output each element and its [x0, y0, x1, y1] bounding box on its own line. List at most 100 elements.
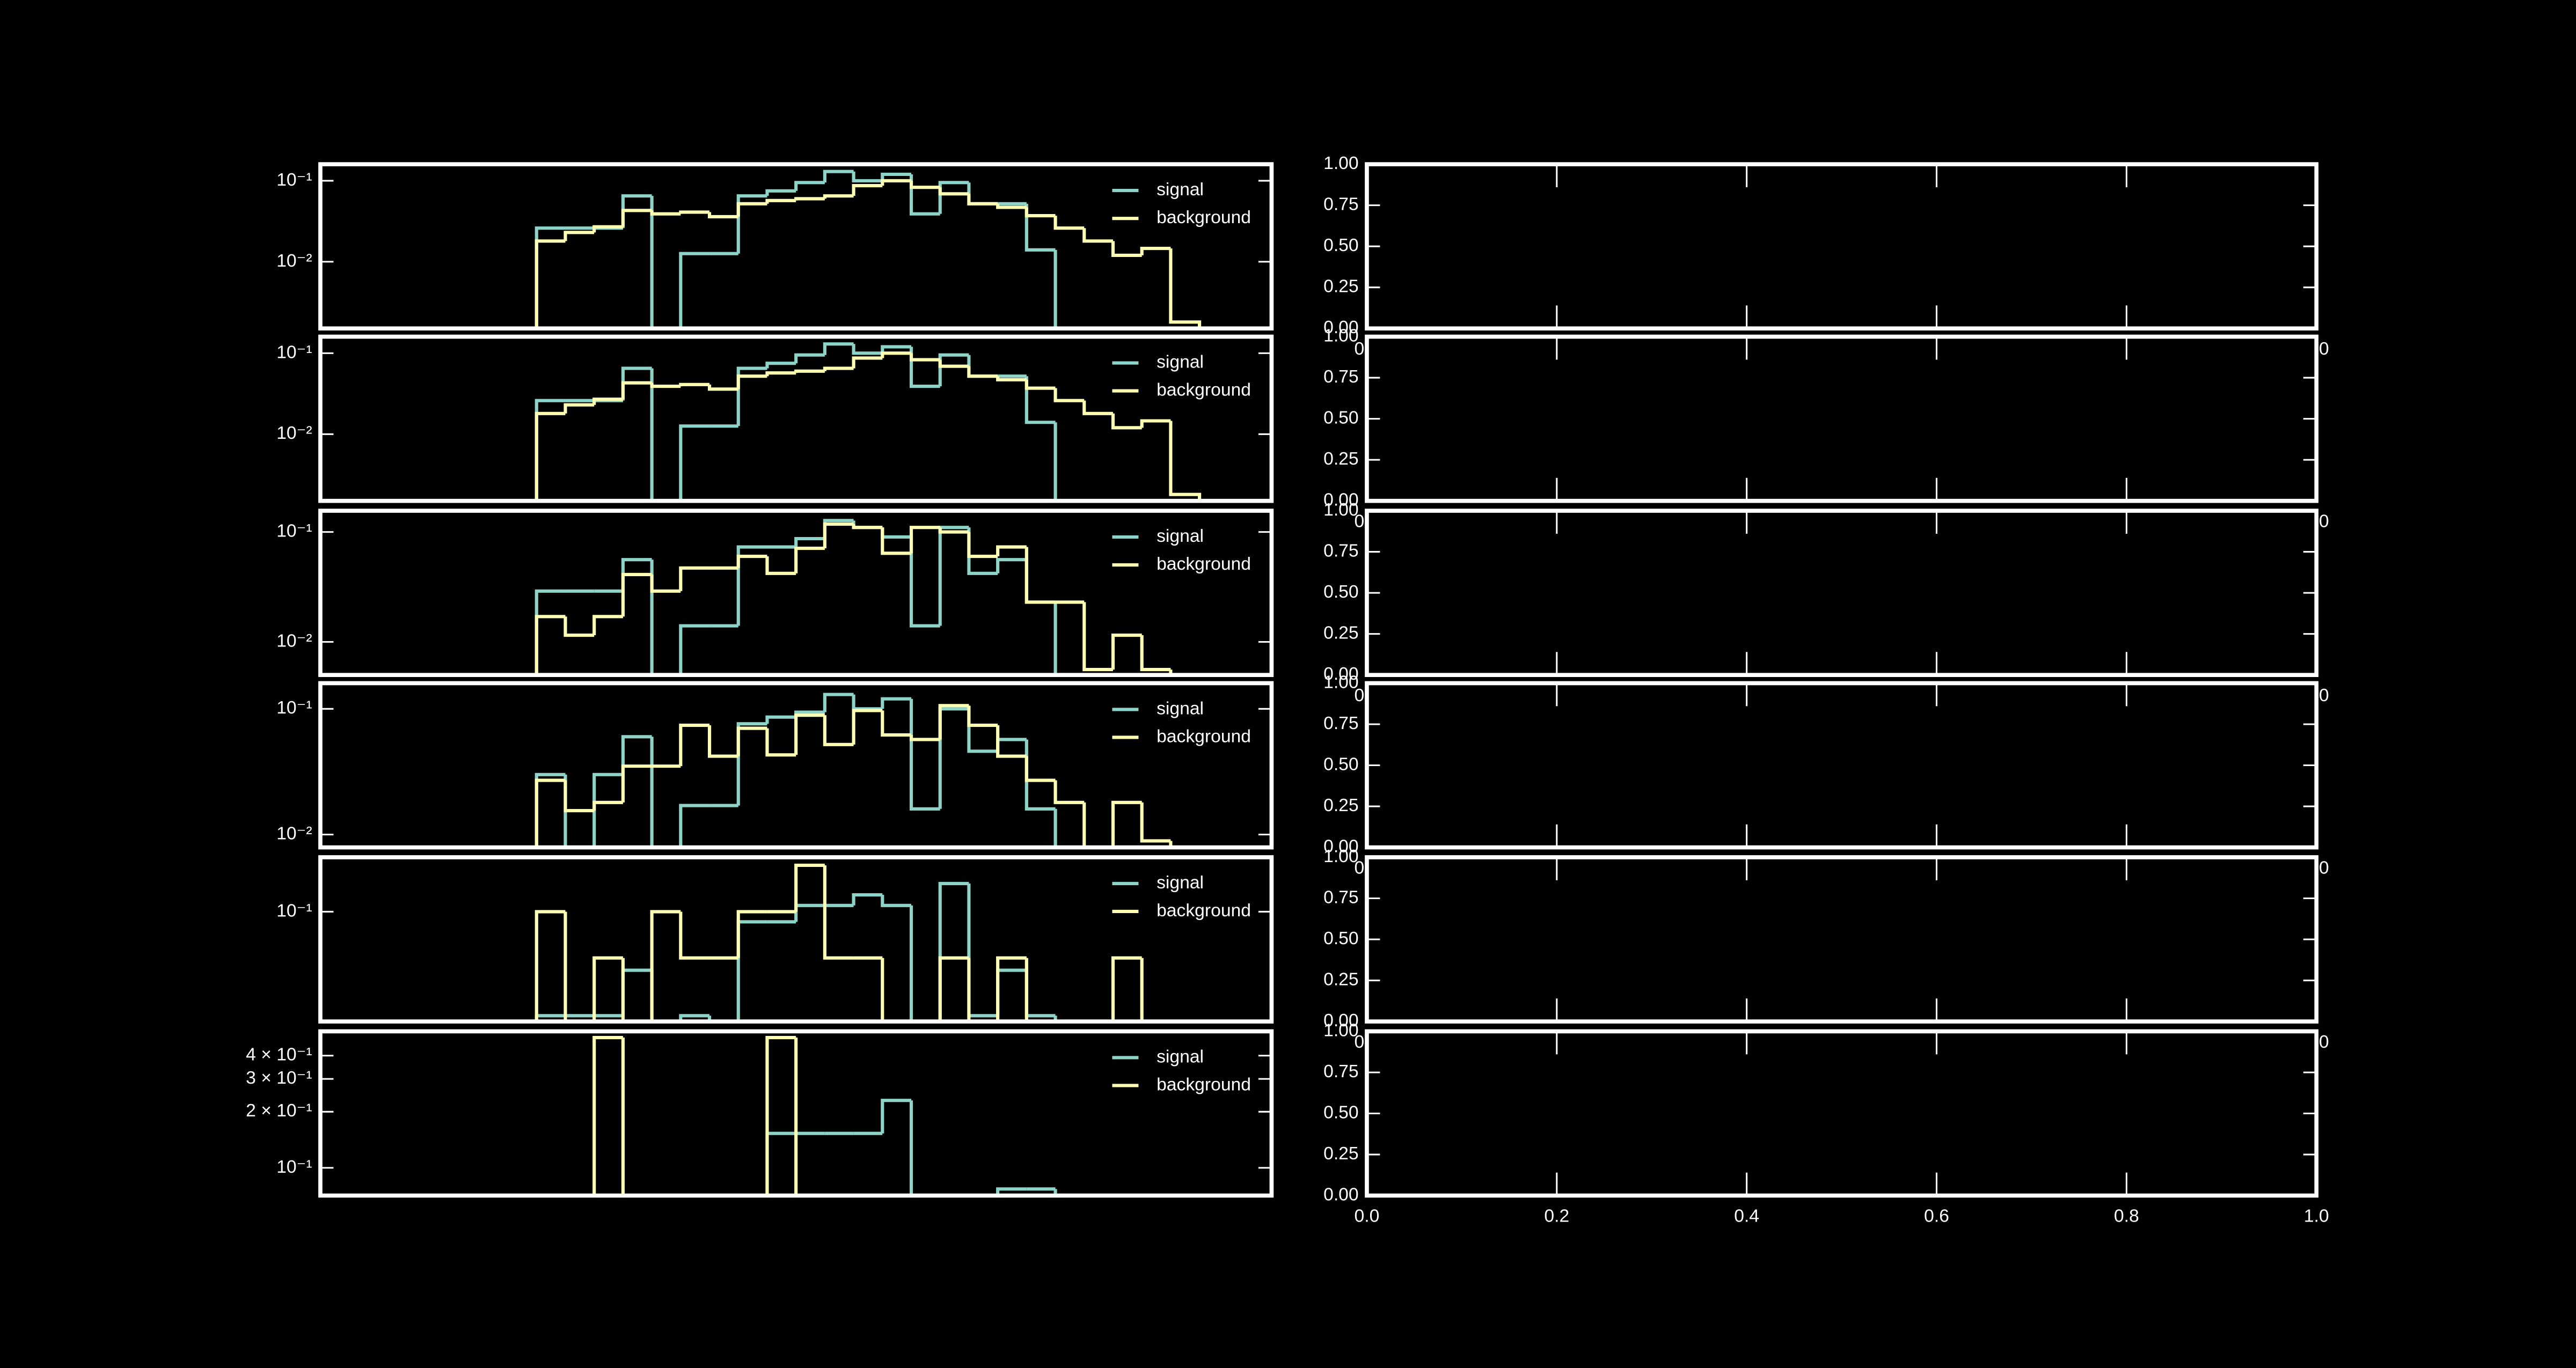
histogram-step [852, 356, 883, 369]
histogram-step [765, 715, 796, 724]
y-tick-label: 0.25 [1323, 449, 1359, 469]
histogram-step [852, 709, 883, 745]
histogram-step [765, 1035, 796, 1196]
axes-background [320, 683, 1272, 848]
histogram-step [621, 764, 652, 803]
histogram-step [881, 345, 912, 354]
histogram-step [679, 424, 710, 501]
histogram-step [794, 353, 825, 364]
y-tick-label: 1.00 [1323, 672, 1359, 692]
y-tick-label: 4 × 10⁻¹ [246, 1045, 312, 1065]
histogram-step [967, 705, 998, 727]
y-tick-label: 10⁻² [276, 823, 312, 843]
y-tick-label: 10⁻¹ [276, 698, 312, 718]
axes-frame [1365, 681, 2319, 850]
axes-frame [318, 334, 1274, 503]
histogram-step [852, 171, 883, 182]
histogram-step [679, 804, 710, 848]
histogram-step [909, 536, 940, 628]
histogram-step [679, 911, 710, 960]
histogram-step [621, 735, 652, 775]
histogram-step [765, 198, 796, 204]
histogram-step [967, 366, 998, 378]
y-tick-label: 0.50 [1323, 582, 1359, 602]
y-tick-label: 2 × 10⁻¹ [246, 1101, 312, 1121]
histogram-step [823, 693, 854, 712]
x-tick-label: 0.8 [2114, 1206, 2139, 1226]
y-tick-label: 0.75 [1323, 195, 1359, 215]
histogram-step [535, 910, 566, 1022]
histogram-step [1024, 203, 1056, 252]
x-tick-label: 1.0 [2304, 1206, 2329, 1226]
x-tick-label: 0.0 [1355, 1206, 1380, 1226]
axes-background [1366, 164, 2317, 329]
axes-background [1366, 683, 2317, 848]
axes-background [1366, 511, 2317, 675]
y-tick-label: 1.00 [1323, 153, 1359, 173]
y-tick-label: 0.00 [1323, 664, 1359, 684]
histogram-step [1140, 247, 1171, 255]
histogram-step [909, 180, 940, 189]
histogram-step [996, 956, 1027, 1022]
histogram-step [852, 893, 883, 906]
histogram-step [592, 1035, 623, 1196]
axes-frame [318, 509, 1274, 677]
y-tick-label: 0.75 [1323, 1062, 1359, 1082]
histogram-step [938, 704, 969, 740]
histogram-step [1024, 376, 1056, 424]
legend-label: background [1157, 554, 1251, 574]
histogram-step [535, 778, 566, 848]
histogram-step [564, 403, 595, 414]
y-tick-label: 10⁻² [276, 631, 312, 651]
histogram-step [1140, 802, 1171, 843]
histogram-step [650, 574, 681, 593]
histogram-step [881, 527, 912, 555]
histogram-step [881, 895, 912, 907]
y-tick-label: 10⁻² [276, 251, 312, 271]
histogram-step [1053, 388, 1085, 402]
y-tick-label: 0.50 [1323, 929, 1359, 948]
y-tick-label: 3 × 10⁻¹ [246, 1068, 312, 1088]
histogram-step [996, 558, 1027, 573]
histogram-step [938, 181, 969, 214]
y-tick-label: 0.75 [1323, 367, 1359, 387]
histogram-step [938, 527, 969, 534]
histogram-step [535, 239, 566, 329]
histogram-step [679, 723, 710, 767]
histogram-step [909, 353, 940, 362]
axes-frame [318, 855, 1274, 1024]
axes-background [1366, 857, 2317, 1022]
histogram-step [1053, 780, 1085, 804]
histogram-step [736, 374, 767, 389]
histogram-step [1082, 228, 1113, 243]
histogram-step [794, 369, 825, 373]
y-tick-label: 1.00 [1323, 847, 1359, 866]
legend-label: signal [1157, 352, 1204, 372]
histogram-step [852, 344, 883, 355]
legend-label: signal [1157, 873, 1204, 893]
histogram-step [823, 366, 854, 371]
histogram-step [823, 715, 854, 746]
legend-label: background [1157, 726, 1251, 746]
y-tick-label: 0.25 [1323, 969, 1359, 989]
y-tick-label: 0.75 [1323, 714, 1359, 733]
axes-frame [318, 1029, 1274, 1198]
y-tick-label: 0.50 [1323, 408, 1359, 428]
histogram-step [881, 179, 912, 186]
histogram-step [765, 189, 796, 196]
histogram-step [765, 371, 796, 377]
histogram-step [1140, 419, 1171, 428]
y-tick-label: 0.00 [1323, 318, 1359, 337]
histogram-step [1111, 800, 1142, 848]
histogram-step [1169, 248, 1202, 329]
x-tick-label: 0.4 [1734, 1206, 1759, 1226]
histogram-step [707, 384, 738, 391]
histogram-step [736, 726, 767, 756]
y-tick-label: 1.00 [1323, 326, 1359, 345]
histogram-step [621, 209, 652, 227]
axes-frame [1365, 162, 2319, 331]
histogram-step [996, 203, 1027, 209]
legend-label: signal [1157, 180, 1204, 200]
histogram-step [679, 566, 710, 591]
histogram-step [736, 202, 767, 217]
